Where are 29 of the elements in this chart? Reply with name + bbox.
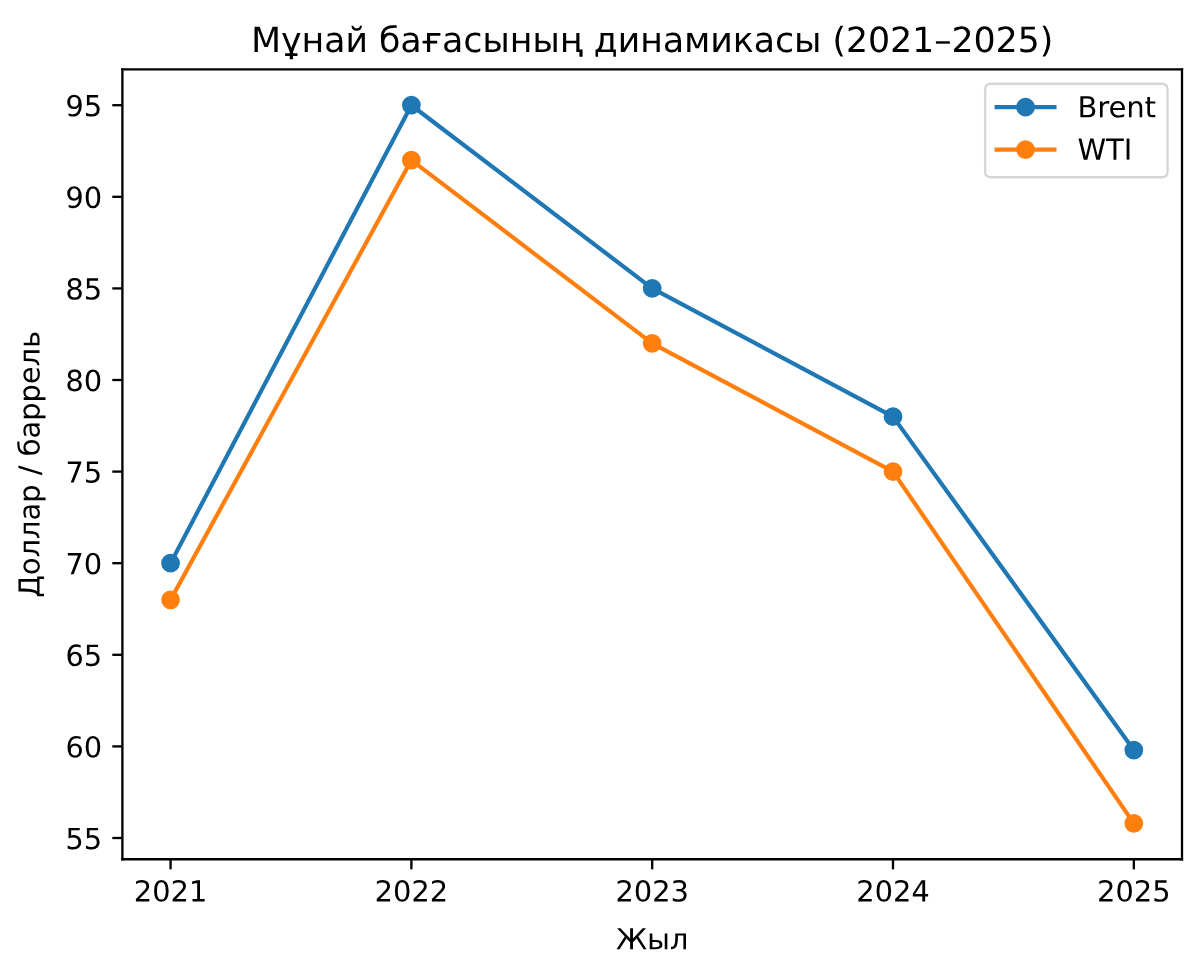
x-axis-title: Жыл [616,928,686,950]
point [883,407,903,427]
x-tick-label: 2021 [135,879,205,902]
chart-title: Мұнай бағасының динамикасы (2021–2025) [254,25,1051,60]
y-tick-label: 75 [67,461,100,483]
x-tick-label: 2025 [1099,879,1169,902]
y-tick-label: 80 [67,369,101,392]
point [1124,740,1144,760]
point [161,590,180,610]
y-tick-label: 55 [67,827,100,850]
y-tick-label: 90 [67,186,101,209]
y-axis-title: Доллар / баррель [17,332,46,597]
point [642,279,662,298]
point [1124,813,1144,833]
legend-label: Brent [1080,96,1156,118]
point [402,95,421,115]
y-tick-label: 60 [67,735,101,758]
y-tick-label: 65 [67,644,100,667]
point [402,150,421,170]
point [161,553,180,573]
legend-label: WTI [1078,138,1130,160]
y-tick-label: 85 [67,277,100,300]
y-tick-label: 95 [67,94,100,117]
point [883,462,903,481]
x-tick-label: 2022 [376,879,446,902]
point [642,334,662,353]
x-tick-label: 2024 [858,879,929,902]
x-tick-label: 2023 [617,879,687,902]
y-tick-label: 70 [67,552,101,575]
